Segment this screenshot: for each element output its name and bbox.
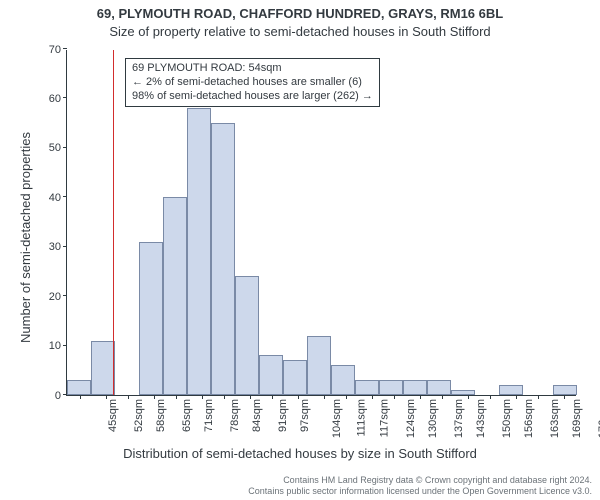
x-tick-label: 91sqm bbox=[277, 399, 289, 432]
x-tick-label: 163sqm bbox=[549, 399, 561, 438]
x-tick-mark bbox=[128, 395, 129, 399]
y-tick-mark bbox=[63, 147, 67, 148]
disclaimer: Contains HM Land Registry data © Crown c… bbox=[248, 475, 592, 498]
x-tick-mark bbox=[298, 395, 299, 399]
y-tick-mark bbox=[63, 295, 67, 296]
x-tick-label: 137sqm bbox=[453, 399, 465, 438]
histogram-bar bbox=[331, 365, 355, 395]
x-tick-label: 104sqm bbox=[331, 399, 343, 438]
x-tick-label: 130sqm bbox=[427, 399, 439, 438]
x-tick-mark bbox=[106, 395, 107, 399]
x-axis-label: Distribution of semi-detached houses by … bbox=[0, 446, 600, 461]
histogram-bar bbox=[67, 380, 91, 395]
x-tick-mark bbox=[80, 395, 81, 399]
x-tick-mark bbox=[154, 395, 155, 399]
x-tick-mark bbox=[516, 395, 517, 399]
y-axis-label: Number of semi-detached properties bbox=[18, 132, 33, 343]
y-tick-label: 50 bbox=[49, 142, 61, 154]
reference-line bbox=[113, 50, 114, 395]
annotation-box: 69 PLYMOUTH ROAD: 54sqm← 2% of semi-deta… bbox=[125, 58, 380, 107]
y-tick-mark bbox=[63, 345, 67, 346]
x-tick-label: 65sqm bbox=[181, 399, 193, 432]
x-tick-mark bbox=[224, 395, 225, 399]
annotation-line-2: ← 2% of semi-detached houses are smaller… bbox=[132, 76, 373, 90]
x-tick-mark bbox=[442, 395, 443, 399]
y-tick-label: 40 bbox=[49, 192, 61, 204]
y-tick-mark bbox=[63, 246, 67, 247]
x-tick-label: 143sqm bbox=[475, 399, 487, 438]
x-tick-label: 150sqm bbox=[501, 399, 513, 438]
disclaimer-line-1: Contains HM Land Registry data © Crown c… bbox=[248, 475, 592, 486]
annotation-line-1: 69 PLYMOUTH ROAD: 54sqm bbox=[132, 62, 373, 76]
x-tick-mark bbox=[202, 395, 203, 399]
histogram-bar bbox=[187, 108, 211, 395]
histogram-bar bbox=[427, 380, 451, 395]
x-tick-label: 156sqm bbox=[523, 399, 535, 438]
chart-subtitle: Size of property relative to semi-detach… bbox=[0, 24, 600, 39]
x-tick-mark bbox=[272, 395, 273, 399]
plot-area: 01020304050607045sqm52sqm58sqm65sqm71sqm… bbox=[66, 50, 576, 396]
histogram-bar bbox=[499, 385, 523, 395]
x-tick-mark bbox=[372, 395, 373, 399]
x-tick-mark bbox=[176, 395, 177, 399]
x-tick-label: 84sqm bbox=[251, 399, 263, 432]
y-tick-label: 20 bbox=[49, 291, 61, 303]
histogram-bar bbox=[403, 380, 427, 395]
histogram-bar bbox=[91, 341, 115, 395]
histogram-bar bbox=[379, 380, 403, 395]
histogram-bar bbox=[163, 197, 187, 395]
y-tick-label: 30 bbox=[49, 241, 61, 253]
y-tick-label: 60 bbox=[49, 93, 61, 105]
x-tick-label: 52sqm bbox=[133, 399, 145, 432]
y-tick-label: 70 bbox=[49, 44, 61, 56]
histogram-bar bbox=[139, 242, 163, 395]
x-tick-mark bbox=[564, 395, 565, 399]
histogram-bar bbox=[307, 336, 331, 395]
histogram-bar bbox=[211, 123, 235, 395]
x-tick-label: 45sqm bbox=[107, 399, 119, 432]
x-tick-label: 169sqm bbox=[571, 399, 583, 438]
x-tick-mark bbox=[468, 395, 469, 399]
x-tick-label: 78sqm bbox=[229, 399, 241, 432]
plot-area-wrap: 01020304050607045sqm52sqm58sqm65sqm71sqm… bbox=[66, 50, 576, 396]
histogram-bar bbox=[553, 385, 577, 395]
histogram-bar bbox=[259, 355, 283, 395]
y-tick-mark bbox=[63, 97, 67, 98]
chart-container: { "title": "69, PLYMOUTH ROAD, CHAFFORD … bbox=[0, 0, 600, 500]
annotation-line-3: 98% of semi-detached houses are larger (… bbox=[132, 90, 373, 104]
x-tick-mark bbox=[490, 395, 491, 399]
x-tick-mark bbox=[250, 395, 251, 399]
x-tick-mark bbox=[346, 395, 347, 399]
histogram-bar bbox=[283, 360, 307, 395]
x-tick-label: 124sqm bbox=[405, 399, 417, 438]
x-tick-mark bbox=[324, 395, 325, 399]
histogram-bar bbox=[355, 380, 379, 395]
x-tick-label: 71sqm bbox=[203, 399, 215, 432]
chart-title: 69, PLYMOUTH ROAD, CHAFFORD HUNDRED, GRA… bbox=[0, 6, 600, 21]
disclaimer-line-2: Contains public sector information licen… bbox=[248, 486, 592, 497]
x-tick-label: 117sqm bbox=[378, 399, 390, 437]
y-tick-mark bbox=[63, 196, 67, 197]
x-tick-mark bbox=[538, 395, 539, 399]
x-tick-mark bbox=[420, 395, 421, 399]
y-tick-label: 10 bbox=[49, 340, 61, 352]
y-tick-mark bbox=[63, 48, 67, 49]
x-tick-label: 111sqm bbox=[355, 399, 367, 437]
y-tick-label: 0 bbox=[55, 390, 61, 402]
x-tick-mark bbox=[394, 395, 395, 399]
x-tick-label: 97sqm bbox=[299, 399, 311, 432]
histogram-bar bbox=[235, 276, 259, 395]
histogram-bar bbox=[451, 390, 475, 395]
x-tick-label: 58sqm bbox=[155, 399, 167, 432]
